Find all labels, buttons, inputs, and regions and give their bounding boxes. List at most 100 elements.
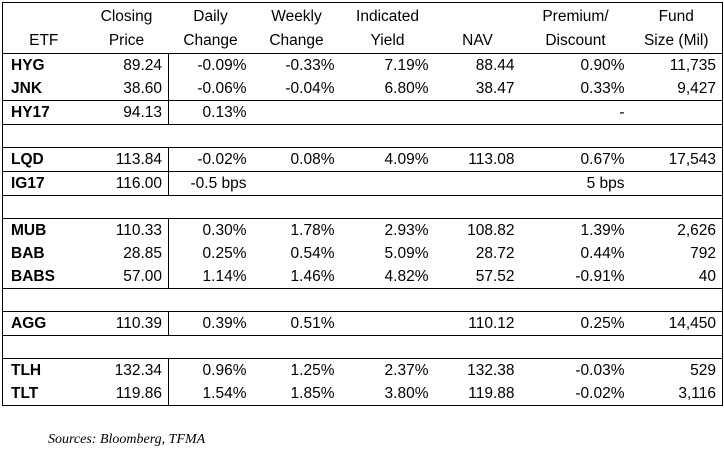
nav-cell: 119.88: [468, 385, 515, 402]
col-header-premium-discount: Premium/Discount: [542, 8, 609, 49]
indicated-yield-cell: 4.82%: [384, 268, 429, 285]
col-header-weekly-change: Weekly Change: [269, 8, 324, 49]
table-row: MUB 110.33 0.30% 1.78% 2.93% 108.82 1.39% 2,626: [2, 218, 723, 242]
spacer-cell: [520, 195, 631, 219]
spacer-cell: [434, 124, 521, 148]
daily-change-cell: 1.14%: [202, 268, 247, 285]
daily-change-cell: 1.54%: [202, 385, 247, 402]
daily-change-cell: -0.02%: [168, 147, 253, 172]
spacer-cell: [252, 124, 341, 148]
daily-change-cell: -0.09%: [197, 57, 247, 74]
table-body: HYG 89.24 -0.09% -0.33% 7.19% 88.44 0.90% 11,73…: [2, 53, 723, 406]
spacer-cell: [630, 195, 723, 219]
table-row: TLH 132.34 0.96% 1.25% 2.37% 132.38 -0.03% 529: [2, 358, 723, 382]
etf-cell: HY17: [2, 100, 85, 125]
daily-change-cell: -0.06%: [197, 80, 247, 97]
closing-price-cell: 132.34: [84, 358, 169, 382]
nav-cell: 110.12: [434, 311, 521, 336]
spacer-cell: [168, 288, 253, 312]
spacer-cell: [2, 124, 85, 148]
nav-cell: 113.08: [434, 147, 521, 172]
premium-discount-cell: 0.67%: [520, 147, 631, 172]
weekly-change-cell: 0.51%: [252, 311, 341, 336]
closing-price-cell: 116.00: [84, 171, 169, 196]
premium-discount-cell: -0.02%: [575, 385, 625, 402]
fund-size-cell: 9,427: [677, 80, 716, 97]
nav-cell: 57.52: [475, 268, 515, 285]
etf-cell: BABS: [11, 268, 55, 285]
closing-price-cell: 113.84: [84, 147, 169, 172]
closing-price-cell: 110.39: [84, 311, 169, 336]
spacer-cell: [168, 335, 253, 359]
premium-discount-cell: 0.25%: [520, 311, 631, 336]
fund-size-cell: 11,735: [669, 57, 716, 74]
spacer-cell: [84, 288, 169, 312]
spacer-cell: [434, 335, 521, 359]
premium-discount-cell: 0.44%: [580, 245, 625, 262]
premium-discount-cell: 1.39%: [520, 218, 631, 242]
nav-cell: 38.47: [475, 80, 515, 97]
table-row: LQD 113.84 -0.02% 0.08% 4.09% 113.08 0.67% 17,5…: [2, 147, 723, 172]
closing-price-cell: 119.86: [84, 382, 169, 406]
nav-cell: [434, 100, 521, 125]
closing-price-cell: 89.24: [84, 53, 169, 77]
indicated-yield-cell: [340, 100, 435, 125]
spacer-cell: [520, 288, 631, 312]
etf-cell: LQD: [2, 147, 85, 172]
col-header-daily-change: Daily Change: [183, 8, 238, 49]
spacer-cell: [520, 335, 631, 359]
spacer-cell: [84, 195, 169, 219]
table-row: BAB 28.85 0.25% 0.54% 5.09% 28.72 0.44% 792: [3, 242, 723, 265]
weekly-change-cell: 1.85%: [290, 385, 335, 402]
fund-size-cell: [630, 100, 723, 125]
col-header-nav: NAV: [462, 32, 493, 49]
group-spacer-row: [2, 124, 723, 148]
fund-size-cell: 2,626: [630, 218, 723, 242]
etf-cell: JNK: [11, 80, 43, 97]
etf-cell: MUB: [2, 218, 85, 242]
spacer-cell: [2, 335, 85, 359]
closing-price-cell: 38.60: [84, 77, 169, 101]
etf-table-container: ETF Closing Price Daily Change Weekly Chang…: [2, 2, 723, 406]
etf-cell: TLT: [11, 385, 39, 402]
fund-size-cell: 529: [630, 358, 723, 382]
indicated-yield-cell: 3.80%: [384, 385, 429, 402]
fund-size-cell: 14,450: [630, 311, 723, 336]
spacer-cell: [2, 195, 85, 219]
weekly-change-cell: 1.78%: [252, 218, 341, 242]
spacer-cell: [630, 124, 723, 148]
daily-change-cell: 0.13%: [168, 100, 253, 125]
col-header-fund-size: Fund Size (Mil): [643, 8, 709, 49]
group-spacer-row: [2, 195, 723, 219]
spacer-cell: [252, 195, 341, 219]
weekly-change-cell: [252, 171, 341, 196]
indicated-yield-cell: 6.80%: [384, 80, 429, 97]
weekly-change-cell: 0.54%: [290, 245, 335, 262]
weekly-change-cell: -0.04%: [285, 80, 335, 97]
table-row: AGG 110.39 0.39% 0.51% 110.12 0.25% 14,450: [2, 311, 723, 336]
premium-discount-cell: -0.03%: [520, 358, 631, 382]
indicated-yield-cell: 7.19%: [384, 57, 429, 74]
spacer-cell: [84, 124, 169, 148]
nav-cell: 88.44: [475, 57, 515, 74]
spacer-cell: [84, 335, 169, 359]
nav-cell: 108.82: [434, 218, 521, 242]
weekly-change-cell: 1.25%: [252, 358, 341, 382]
group-spacer-row: [2, 288, 723, 312]
fund-size-cell: 3,116: [678, 385, 716, 402]
table-row: HY17 94.13 0.13% -: [2, 100, 723, 125]
etf-cell: AGG: [2, 311, 85, 336]
spacer-cell: [434, 195, 521, 219]
spacer-cell: [2, 288, 85, 312]
fund-size-cell: 792: [690, 245, 716, 262]
nav-cell: 28.72: [475, 245, 515, 262]
etf-cell: IG17: [2, 171, 85, 196]
spacer-cell: [434, 288, 521, 312]
indicated-yield-cell: 5.09%: [384, 245, 429, 262]
table-row: HYG 89.24 -0.09% -0.33% 7.19% 88.44 0.90% 11,73…: [3, 53, 723, 77]
table-row: TLT 119.86 1.54% 1.85% 3.80% 119.88 -0.02% 3,11…: [3, 382, 723, 406]
fund-size-cell: [630, 171, 723, 196]
spacer-cell: [252, 335, 341, 359]
fund-size-cell: 40: [698, 268, 716, 285]
indicated-yield-cell: 4.09%: [340, 147, 435, 172]
